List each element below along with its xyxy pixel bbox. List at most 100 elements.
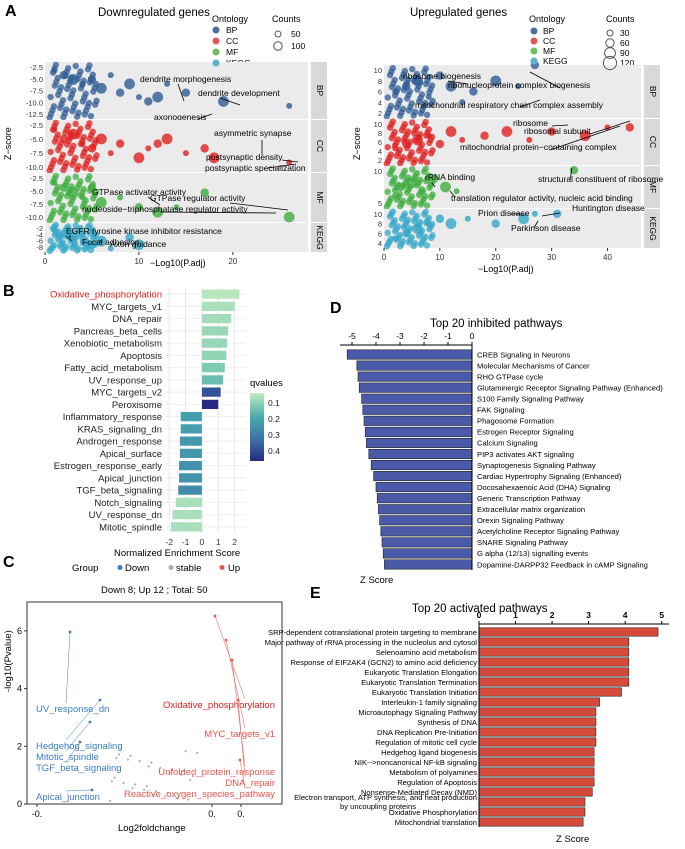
x-tick-label: 0 — [43, 257, 48, 266]
down-point — [68, 630, 72, 634]
facet-strip — [311, 173, 327, 222]
term-label: mitochondrial protein−containing complex — [460, 142, 617, 152]
term-label: ribosomal subunit — [524, 126, 591, 136]
pathway-label: Microautophagy Signaling Pathway — [358, 708, 477, 717]
bubble — [402, 82, 411, 91]
term-label: Focal adhesion — [82, 237, 140, 247]
facet-strip-label: BP — [315, 85, 325, 97]
pathway-label: Synthesis of DNA — [417, 718, 477, 727]
bubble — [421, 148, 429, 156]
nes-bar — [179, 448, 202, 458]
label-leader — [219, 97, 241, 106]
stable-point — [159, 766, 162, 769]
stable-point — [145, 784, 148, 788]
x-tick-label: 0 — [382, 253, 387, 262]
bubble — [86, 221, 93, 229]
bubble — [402, 139, 411, 149]
down-term-label: Apical_junction — [36, 792, 100, 803]
bubble — [63, 243, 70, 251]
bubble — [526, 136, 533, 143]
pathway-bar — [478, 717, 597, 727]
category-label: TGF_beta_signaling — [76, 486, 162, 497]
bubble — [421, 233, 429, 240]
bubble — [418, 91, 426, 98]
label-leader — [239, 759, 246, 789]
bubble — [64, 65, 72, 72]
stable-point — [143, 788, 146, 791]
y-tick-label: 6 — [378, 88, 382, 97]
term-label: EGFR tyrosine kinase inhibitor resistanc… — [66, 226, 222, 236]
bubble — [391, 128, 398, 136]
label-leader — [99, 239, 103, 244]
bubble — [425, 220, 432, 227]
stable-point — [115, 756, 118, 760]
label-leader — [551, 124, 569, 127]
bubble — [423, 111, 431, 119]
facet-strip — [311, 120, 327, 172]
category-label: Notch_signaling — [94, 498, 162, 509]
bubble — [445, 80, 457, 92]
pathway-bar — [373, 471, 473, 482]
category-label: Oxidative_phosphorylation — [50, 290, 162, 301]
downregulated-panel: Downregulated genes Ontology Counts BP C… — [3, 7, 327, 268]
bubble — [422, 208, 429, 216]
up-term-label: Reactive_oxygen_species_pathway — [124, 789, 275, 800]
pathway-label: PIP3 activates AKT signaling — [477, 450, 574, 459]
bubble — [59, 183, 68, 192]
bubble — [77, 125, 84, 132]
stable-point — [113, 776, 116, 779]
y-tick-label: 6 — [378, 138, 382, 147]
y-tick-label: -4 — [36, 230, 43, 239]
pathway-bar — [478, 697, 600, 707]
bubble — [401, 167, 409, 175]
y-tick-label: 10 — [374, 66, 382, 75]
nes-bar — [201, 326, 229, 336]
legend-ontology-title: Ontology — [529, 14, 566, 24]
bubble — [95, 197, 107, 208]
term-label: GTPase activator activity — [92, 187, 187, 197]
bubble — [401, 210, 409, 217]
down-point — [78, 740, 82, 744]
legend-dot — [117, 565, 123, 570]
bubble — [469, 87, 478, 96]
bubble — [408, 100, 415, 107]
term-label: rRNA binding — [425, 172, 475, 182]
facet-strip-label: KEGG — [648, 216, 658, 241]
stable-point — [189, 778, 192, 781]
y-tick-label: 4 — [378, 239, 382, 248]
pathway-bar — [478, 687, 622, 697]
panel-label-a: A — [5, 3, 17, 20]
down-term-label: Hedgehog_signaling — [36, 741, 123, 752]
bubble — [416, 176, 424, 184]
pathway-label: Response of EIF2AK4 (GCN2) to amino acid… — [290, 658, 477, 667]
nes-bar — [201, 338, 228, 348]
bubble — [401, 120, 409, 128]
bubble — [409, 209, 416, 216]
stable-point — [168, 771, 171, 775]
nes-bar — [201, 387, 221, 397]
term-label: structural constituent of ribosome — [538, 174, 663, 184]
bubble — [161, 133, 173, 145]
label-leader — [225, 639, 246, 729]
x-tick-label: 1 — [513, 610, 518, 620]
y-tick-label: -8 — [36, 243, 43, 252]
x-tick-label: 10 — [435, 253, 444, 262]
bubble — [57, 84, 65, 91]
nes-bar — [179, 461, 202, 471]
pathway-bar — [357, 371, 473, 382]
stable-point — [122, 781, 125, 785]
bubble — [80, 186, 87, 193]
bubble — [67, 187, 79, 199]
bubble — [115, 139, 125, 148]
x-tick-label: 0 — [477, 610, 482, 620]
bubble — [52, 172, 60, 180]
bubble — [208, 152, 220, 164]
facet-strip — [644, 166, 660, 208]
pathway-bar — [478, 677, 630, 687]
stable-point — [152, 793, 155, 796]
term-label: asymmetric synapse — [214, 128, 292, 138]
x-tick-label: -4 — [372, 331, 380, 341]
bubble — [82, 90, 89, 97]
bubble — [518, 213, 530, 225]
category-label: KRAS_signaling_dn — [77, 424, 162, 435]
